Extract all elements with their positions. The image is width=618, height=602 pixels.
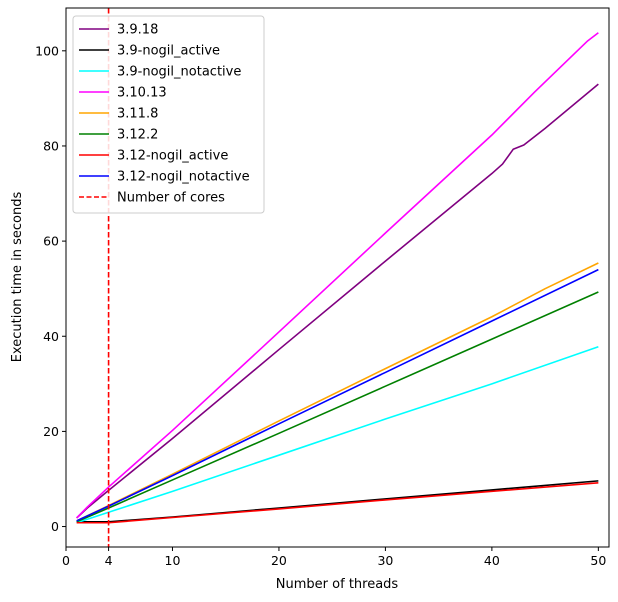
y-tick-label: 80 [43,138,59,153]
legend-label: 3.10.13 [117,86,167,101]
legend-label: 3.11.8 [117,107,158,122]
x-tick-label: 50 [590,553,606,568]
y-tick-label: 60 [43,234,59,249]
x-tick-label: 4 [105,553,113,568]
legend-label: 3.12-nogil_active [117,149,228,164]
y-axis-label: Execution time in seconds [10,192,25,363]
x-tick-label: 40 [484,553,500,568]
y-tick-label: 40 [43,329,59,344]
series-line-3 [76,32,599,519]
y-tick-label: 20 [43,424,59,439]
x-tick-label: 10 [165,553,181,568]
legend-label: 3.12.2 [117,128,158,143]
legend-box [72,15,265,214]
y-axis-ticks: 0 20 40 60 80 100 [35,43,66,534]
legend-label: 3.9.18 [117,23,158,38]
legend-label: Number of cores [117,191,225,206]
x-axis-ticks: 0 4 10 20 30 40 50 [62,547,606,568]
y-tick-label: 100 [35,43,59,58]
legend-label: 3.9-nogil_notactive [117,65,241,80]
series-line-0 [76,83,599,519]
x-tick-label: 0 [62,553,70,568]
plot-frame [65,7,610,548]
legend-label: 3.9-nogil_active [117,44,220,59]
legend-label: 3.12-nogil_notactive [117,170,250,185]
y-tick-label: 0 [51,519,59,534]
legend: 3.9.18 3.9-nogil_active 3.9-nogil_notactiv… [72,15,265,214]
x-tick-label: 20 [271,553,287,568]
x-axis-label: Number of threads [276,577,399,592]
x-tick-label: 30 [377,553,393,568]
